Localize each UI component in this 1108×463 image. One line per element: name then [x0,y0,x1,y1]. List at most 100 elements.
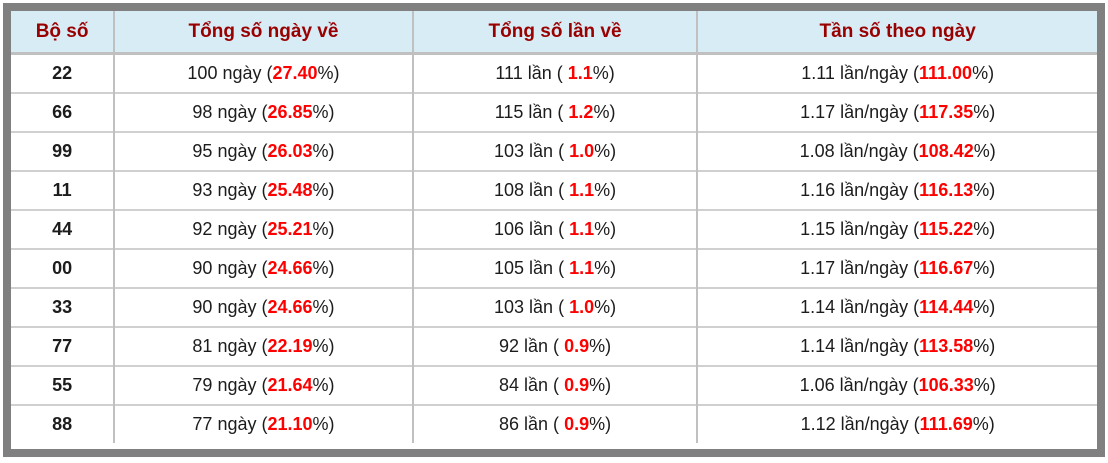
days-percent-value: 22.19 [267,336,313,356]
times-percent-value: 1.1 [569,258,595,278]
frequency-suffix: %) [973,102,996,122]
column-header-daily-frequency: Tần số theo ngày [696,11,1097,55]
table-row: 00 90 ngày (24.66%) 105 lần ( 1.1%) 1.17… [11,248,1097,288]
frequency-percent-value: 113.58 [919,336,974,356]
daily-frequency-cell: 1.06 lần/ngày (106.33%) [696,365,1097,405]
frequency-text: 1.16 lần/ngày ( [800,180,920,200]
times-suffix: %) [589,414,612,434]
days-percent-value: 27.40 [272,63,318,83]
column-header-total-times: Tổng số lần về [411,11,698,55]
days-text: 93 ngày ( [192,180,268,200]
times-percent-value: 1.1 [567,63,593,83]
times-text: 103 lần ( [494,297,570,317]
pair-number-cell: 77 [11,326,115,366]
table-row: 77 81 ngày (22.19%) 92 lần ( 0.9%) 1.14 … [11,326,1097,366]
times-text: 105 lần ( [494,258,570,278]
days-percent-value: 21.10 [267,414,313,434]
total-times-cell: 84 lần ( 0.9%) [411,365,698,405]
days-text: 92 ngày ( [192,219,268,239]
statistics-table-frame: Bộ số Tổng số ngày về Tổng số lần về Tần… [3,3,1105,457]
days-text: 77 ngày ( [192,414,268,434]
times-suffix: %) [592,63,615,83]
frequency-text: 1.08 lần/ngày ( [799,141,919,161]
days-suffix: %) [312,258,335,278]
frequency-text: 1.06 lần/ngày ( [799,375,919,395]
times-suffix: %) [589,336,612,356]
days-text: 95 ngày ( [192,141,268,161]
days-text: 100 ngày ( [187,63,273,83]
table-header-row: Bộ số Tổng số ngày về Tổng số lần về Tần… [11,11,1097,55]
pair-number-cell: 11 [11,170,115,210]
table-row: 66 98 ngày (26.85%) 115 lần ( 1.2%) 1.17… [11,92,1097,132]
frequency-text: 1.11 lần/ngày ( [801,63,919,83]
total-days-cell: 90 ngày (24.66%) [113,287,413,327]
frequency-percent-value: 111.00 [919,63,973,83]
total-times-cell: 106 lần ( 1.1%) [411,209,698,249]
daily-frequency-cell: 1.17 lần/ngày (116.67%) [696,248,1097,288]
days-text: 90 ngày ( [192,258,268,278]
days-suffix: %) [312,102,335,122]
frequency-suffix: %) [973,180,996,200]
days-suffix: %) [312,141,335,161]
days-text: 79 ngày ( [192,375,268,395]
times-text: 86 lần ( [499,414,565,434]
pair-number-cell: 33 [11,287,115,327]
daily-frequency-cell: 1.17 lần/ngày (117.35%) [696,92,1097,132]
daily-frequency-cell: 1.14 lần/ngày (114.44%) [696,287,1097,327]
table-body: 22 100 ngày (27.40%) 111 lần ( 1.1%) 1.1… [11,53,1097,443]
times-suffix: %) [593,102,616,122]
frequency-text: 1.17 lần/ngày ( [800,102,920,122]
days-percent-value: 24.66 [267,297,313,317]
times-suffix: %) [594,258,617,278]
frequency-text: 1.14 lần/ngày ( [800,336,920,356]
total-times-cell: 108 lần ( 1.1%) [411,170,698,210]
total-times-cell: 92 lần ( 0.9%) [411,326,698,366]
frequency-percent-value: 117.35 [919,102,974,122]
table-row: 11 93 ngày (25.48%) 108 lần ( 1.1%) 1.16… [11,170,1097,210]
days-suffix: %) [312,297,335,317]
frequency-suffix: %) [973,219,996,239]
pair-number-cell: 00 [11,248,115,288]
frequency-percent-value: 111.69 [919,414,973,434]
total-days-cell: 100 ngày (27.40%) [113,53,413,93]
table-row: 88 77 ngày (21.10%) 86 lần ( 0.9%) 1.12 … [11,404,1097,443]
daily-frequency-cell: 1.11 lần/ngày (111.00%) [696,53,1097,93]
daily-frequency-cell: 1.15 lần/ngày (115.22%) [696,209,1097,249]
days-suffix: %) [312,414,335,434]
times-percent-value: 1.0 [569,141,595,161]
frequency-text: 1.15 lần/ngày ( [800,219,920,239]
daily-frequency-cell: 1.12 lần/ngày (111.69%) [696,404,1097,443]
pair-number-cell: 22 [52,63,73,83]
frequency-suffix: %) [972,414,995,434]
frequency-suffix: %) [973,375,996,395]
times-suffix: %) [594,297,617,317]
total-days-cell: 81 ngày (22.19%) [113,326,413,366]
times-suffix: %) [589,375,612,395]
days-suffix: %) [312,375,335,395]
times-suffix: %) [594,141,617,161]
times-suffix: %) [594,219,617,239]
daily-frequency-cell: 1.16 lần/ngày (116.13%) [696,170,1097,210]
days-suffix: %) [317,63,340,83]
times-text: 108 lần ( [494,180,570,200]
times-percent-value: 1.0 [569,297,595,317]
times-percent-value: 0.9 [564,414,590,434]
days-text: 90 ngày ( [192,297,268,317]
days-suffix: %) [312,336,335,356]
frequency-text: 1.17 lần/ngày ( [800,258,920,278]
lottery-pair-statistics-table: Bộ số Tổng số ngày về Tổng số lần về Tần… [11,11,1097,443]
frequency-suffix: %) [973,336,996,356]
days-text: 81 ngày ( [192,336,268,356]
daily-frequency-cell: 1.08 lần/ngày (108.42%) [696,131,1097,171]
pair-number-cell: 55 [11,365,115,405]
pair-number-cell: 88 [11,404,115,443]
total-times-cell: 111 lần ( 1.1%) [411,53,698,93]
times-text: 115 lần ( [494,102,569,122]
total-days-cell: 77 ngày (21.10%) [113,404,413,443]
frequency-percent-value: 116.67 [919,258,974,278]
table-row: 44 92 ngày (25.21%) 106 lần ( 1.1%) 1.15… [11,209,1097,249]
times-text: 92 lần ( [499,336,565,356]
table-row: 55 79 ngày (21.64%) 84 lần ( 0.9%) 1.06 … [11,365,1097,405]
frequency-suffix: %) [972,63,995,83]
frequency-suffix: %) [973,297,996,317]
